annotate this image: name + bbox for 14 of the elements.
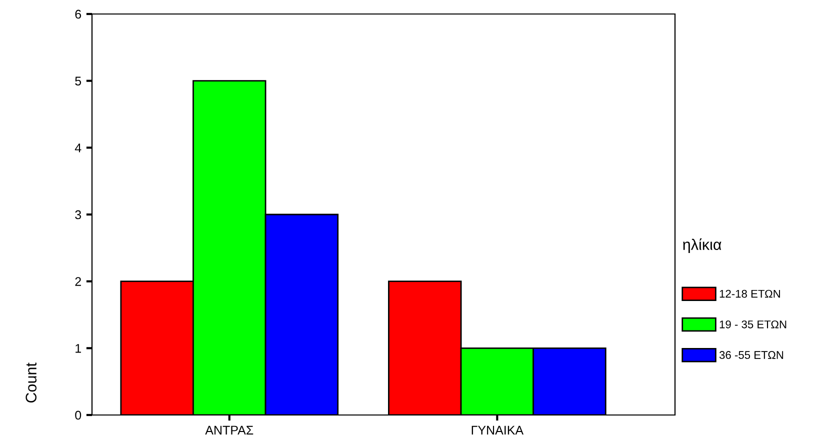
y-tick-label: 4 xyxy=(74,144,82,152)
y-tick-label: 3 xyxy=(75,210,82,220)
y-tick-label: 1 xyxy=(76,344,81,353)
y-tick-label: 2 xyxy=(75,277,81,286)
y-axis-title: Count xyxy=(26,362,37,403)
y-tick-label: 6 xyxy=(75,10,82,19)
legend-label: 12-18 ΕΤΩΝ xyxy=(720,290,780,298)
legend-label: 19 - 35 ΕΤΩΝ xyxy=(720,320,786,328)
x-tick-label: ΓΥΝΑΙΚΑ xyxy=(472,426,524,434)
y-tick-label: 5 xyxy=(75,76,82,86)
legend-title: ηλίκια xyxy=(683,238,722,254)
y-tick-label: 0 xyxy=(75,410,82,420)
x-tick-label: ΑΝΤΡΑΣ xyxy=(205,426,254,434)
legend-label: 36 -55 ΕΤΩΝ xyxy=(719,351,784,359)
